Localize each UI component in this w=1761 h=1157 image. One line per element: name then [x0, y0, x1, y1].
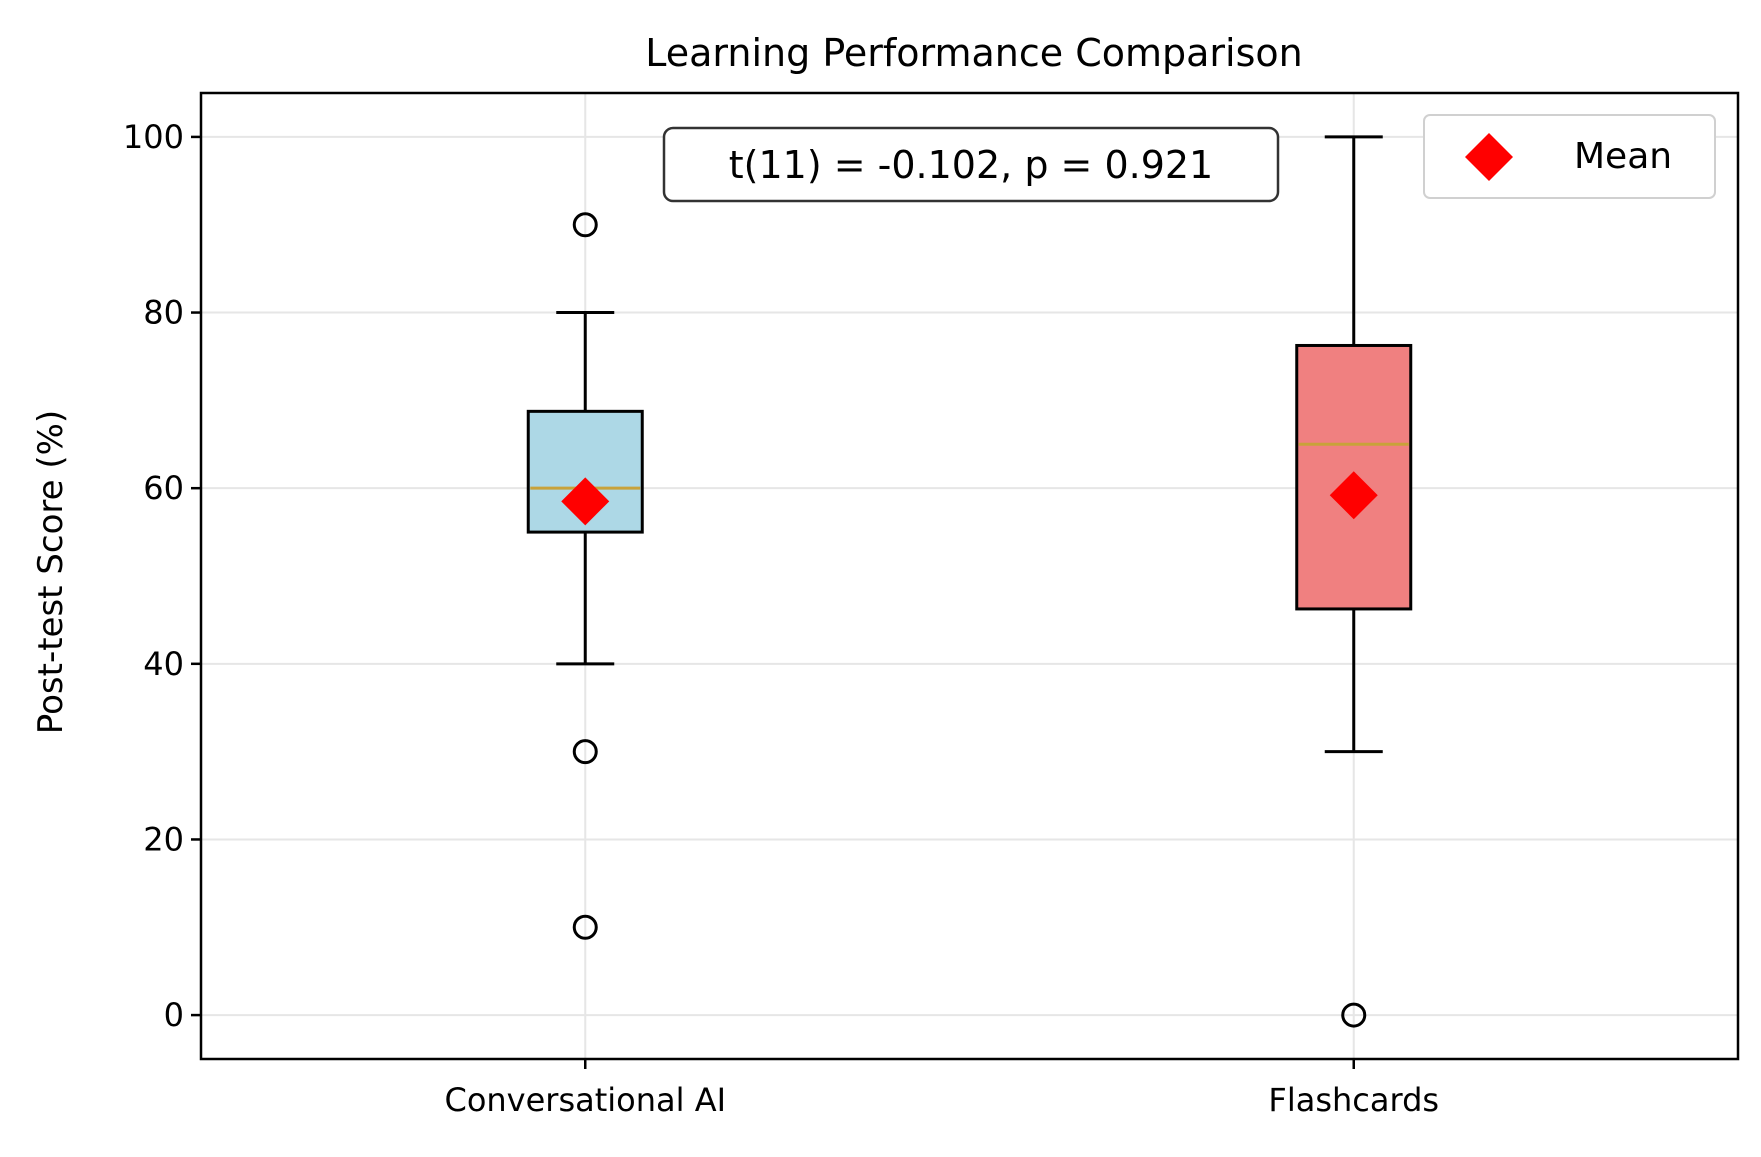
x-tick-label: Conversational AI: [444, 1081, 726, 1119]
y-tick-label: 20: [143, 820, 184, 858]
outlier-point: [572, 739, 598, 765]
outlier-point: [572, 914, 598, 940]
mean-marker: [1329, 471, 1378, 520]
plot-frame: [199, 91, 1740, 1061]
y-tick-label: 40: [143, 645, 184, 683]
x-tick-label: Flashcards: [1268, 1081, 1439, 1119]
y-tick-label: 100: [123, 118, 184, 156]
y-axis-label: Post-test Score (%): [31, 410, 71, 734]
chart-title: Learning Performance Comparison: [645, 31, 1302, 75]
outlier-point: [572, 212, 598, 238]
box-flashcards: [1295, 135, 1413, 1028]
y-tick-label: 80: [143, 294, 184, 332]
legend-mean-marker: [1465, 133, 1513, 181]
box-conversational-ai: [526, 212, 644, 940]
axes: 0 20 40 60 80 100 Conversational AI Flashcards: [123, 91, 1740, 1119]
legend: Mean: [1423, 114, 1716, 199]
stats-annotation-text: t(11) = -0.102, p = 0.921: [729, 143, 1213, 187]
box-group: [526, 135, 1413, 1028]
y-tick-label: 60: [143, 469, 184, 507]
mean-marker: [561, 477, 610, 526]
stats-annotation: t(11) = -0.102, p = 0.921: [662, 126, 1280, 203]
grid-lines: [201, 93, 1738, 1059]
outlier-point: [1341, 1002, 1367, 1028]
y-tick-label: 0: [164, 996, 184, 1034]
legend-mean-label: Mean: [1574, 136, 1672, 177]
